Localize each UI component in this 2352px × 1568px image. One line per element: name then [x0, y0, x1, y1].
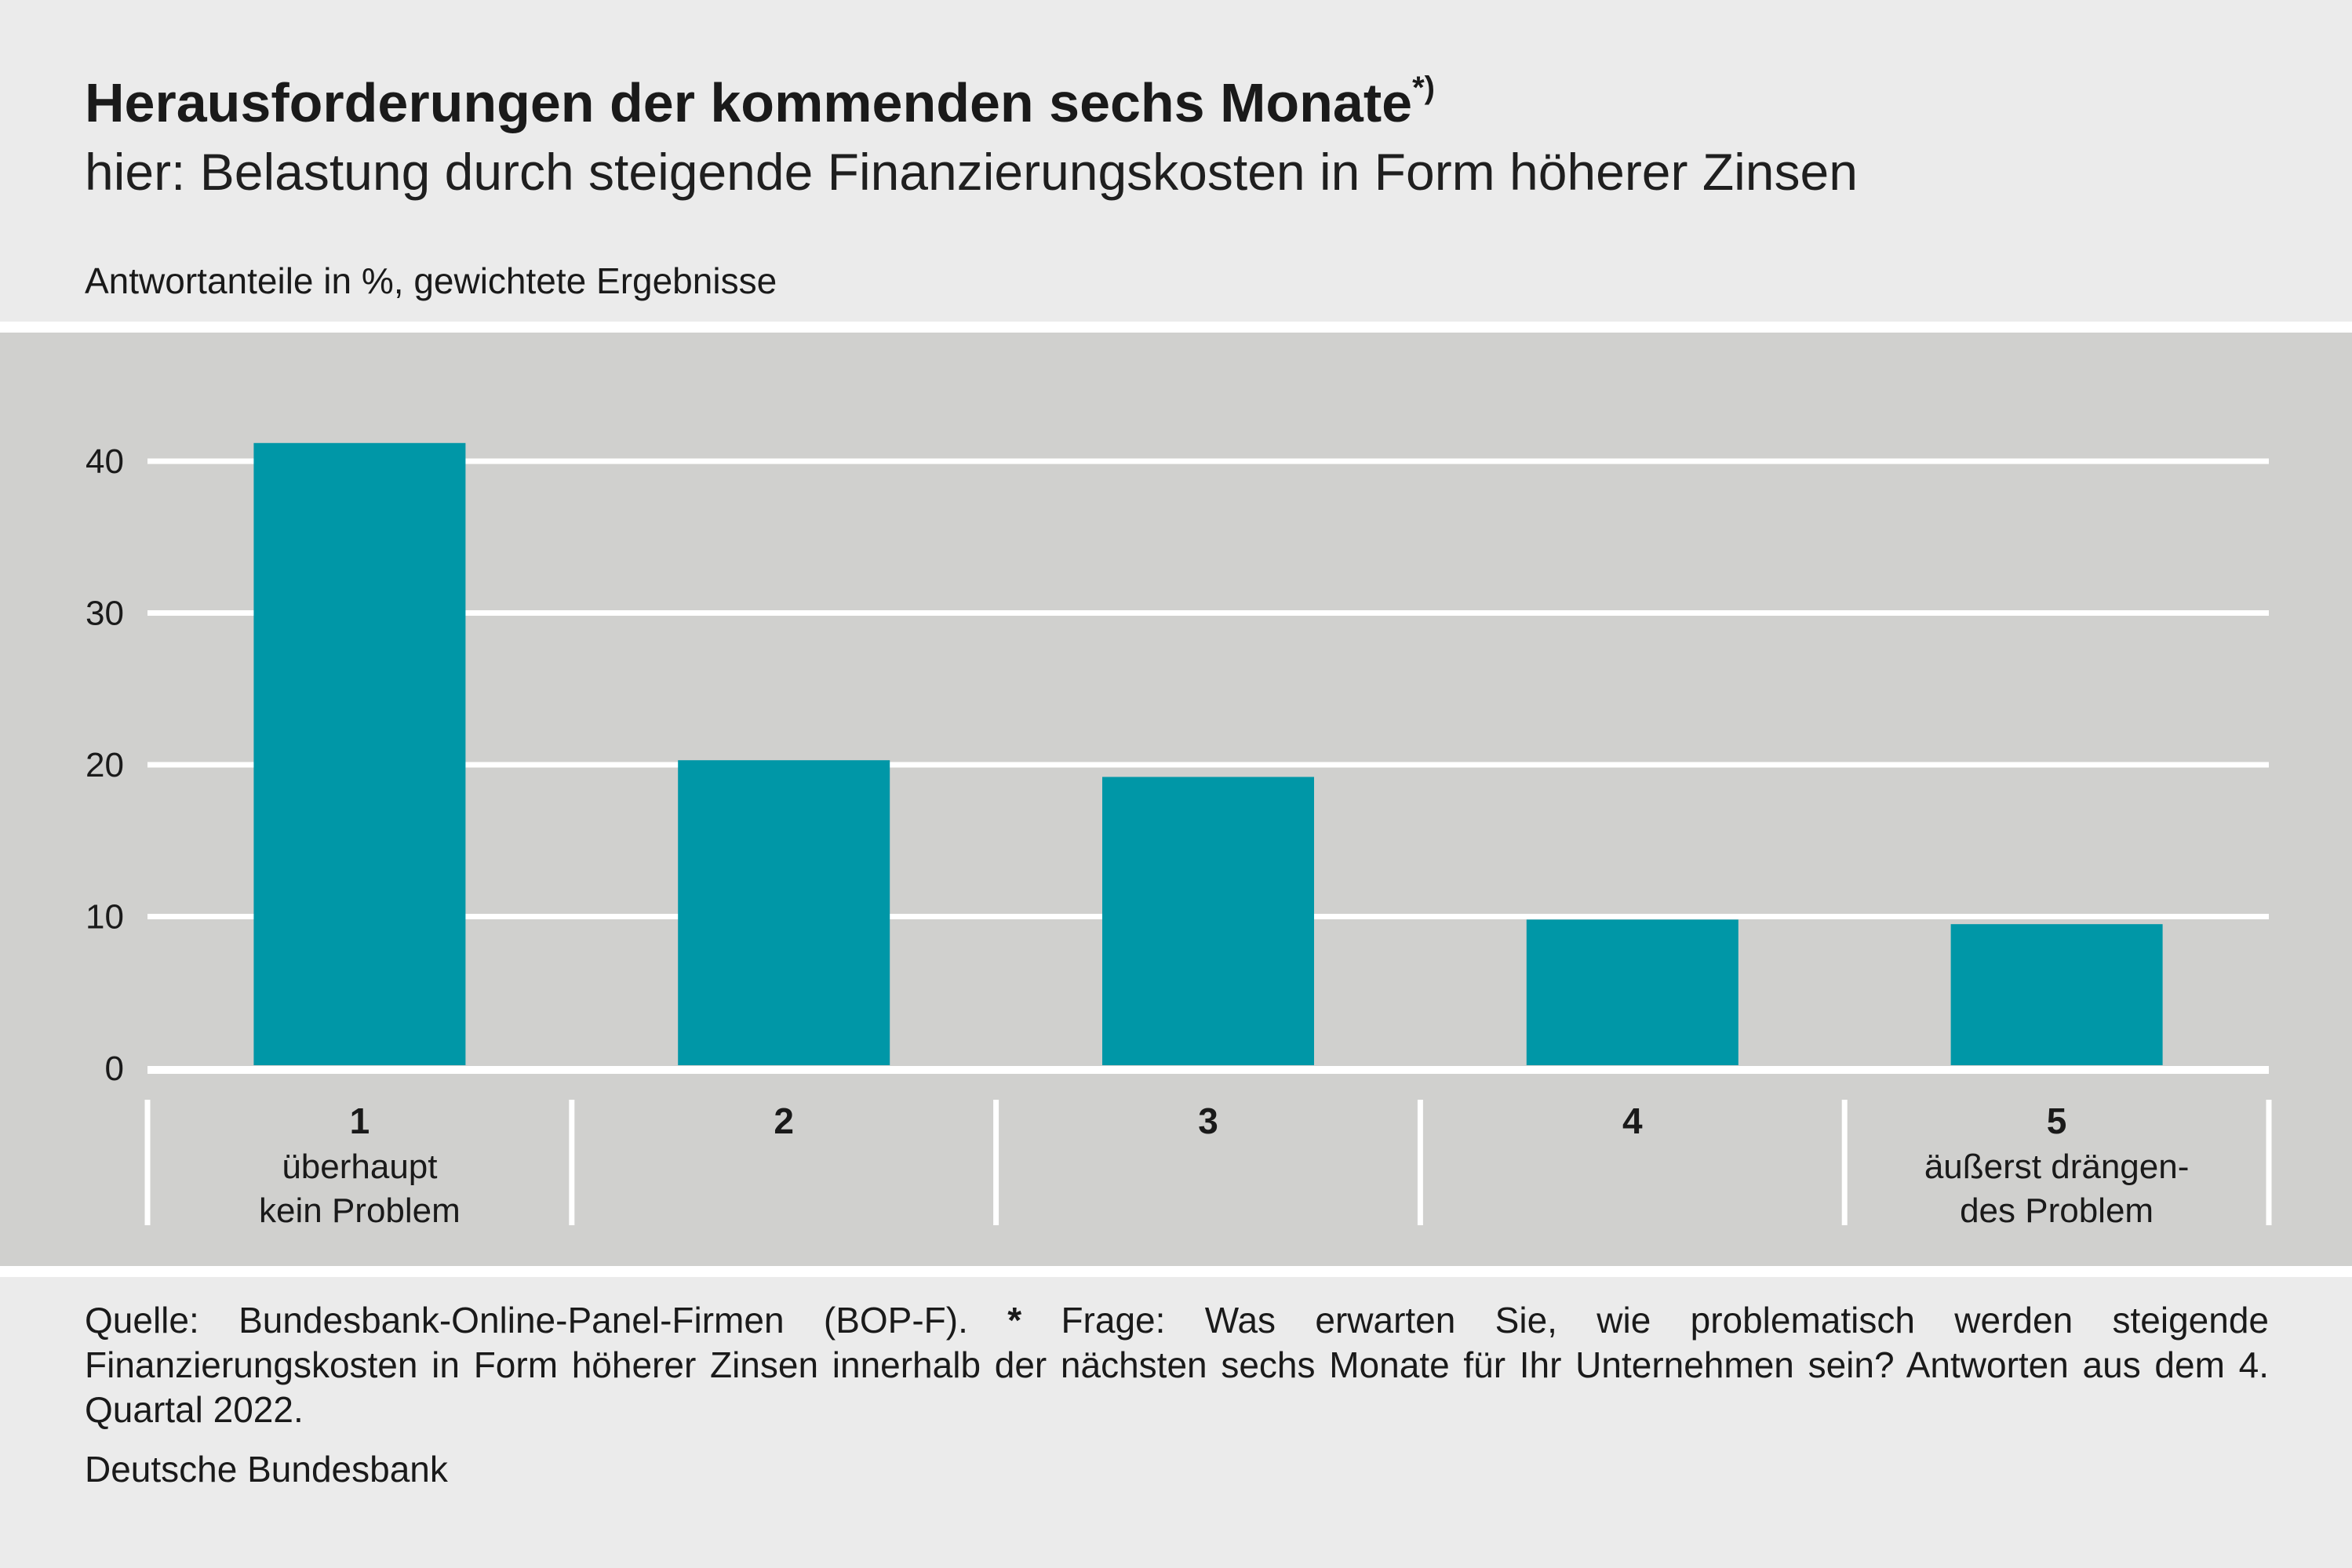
- bar-3: [1102, 777, 1314, 1065]
- chart-subtitle: hier: Belastung durch steigende Finanzie…: [85, 143, 1858, 201]
- publisher: Deutsche Bundesbank: [85, 1449, 448, 1490]
- chart-title-text: Herausforderungen der kommenden sechs Mo…: [85, 72, 1413, 133]
- note-text: Frage: Was erwarten Sie, wie problematis…: [85, 1300, 2270, 1430]
- bottom-divider: [0, 1266, 2352, 1277]
- y-tick-label-10: 10: [86, 898, 124, 937]
- bar-5: [1950, 924, 2163, 1065]
- top-divider: [0, 322, 2352, 333]
- title-footnote-marker: *): [1412, 70, 1435, 105]
- category-description-5-1: äußerst drängen-: [1924, 1148, 2190, 1186]
- unit-note: Antwortanteile in %, gewichtete Ergebnis…: [85, 260, 777, 301]
- source-label: Quelle: Bundesbank-Online-Panel-Firmen (…: [85, 1300, 968, 1341]
- bar-2: [678, 760, 890, 1065]
- x-tick-label-4: 4: [1622, 1101, 1643, 1141]
- bar-4: [1526, 919, 1739, 1065]
- category-description-1-1: überhaupt: [282, 1148, 437, 1186]
- bar-layer: [253, 442, 2163, 1065]
- bar-1: [253, 442, 466, 1065]
- chart-title: Herausforderungen der kommenden sechs Mo…: [85, 72, 1435, 133]
- axis-layer: [144, 1066, 2272, 1225]
- x-tick-label-3: 3: [1198, 1101, 1218, 1141]
- note-marker: *: [1007, 1300, 1022, 1341]
- source-note: Quelle: Bundesbank-Online-Panel-Firmen (…: [85, 1298, 2269, 1432]
- y-tick-label-30: 30: [86, 595, 124, 633]
- x-tick-label-5: 5: [2047, 1101, 2067, 1141]
- y-tick-label-40: 40: [86, 442, 124, 481]
- x-tick-label-1: 1: [350, 1101, 370, 1141]
- bar-chart: 0 10 20 30 40 1 überhaupt kein Problem 2 3 4 5 äußer…: [86, 442, 2272, 1230]
- category-description-5-2: des Problem: [1960, 1191, 2154, 1230]
- x-tick-label-2: 2: [774, 1101, 794, 1141]
- y-tick-label-20: 20: [86, 746, 124, 784]
- label-layer: 0 10 20 30 40 1 überhaupt kein Problem 2 3 4 5 äußer…: [86, 442, 2189, 1230]
- category-description-1-2: kein Problem: [259, 1191, 461, 1230]
- chart-panel: 0 10 20 30 40 1 überhaupt kein Problem 2 3 4 5 äußer…: [0, 333, 2352, 1266]
- y-tick-label-0: 0: [105, 1050, 124, 1088]
